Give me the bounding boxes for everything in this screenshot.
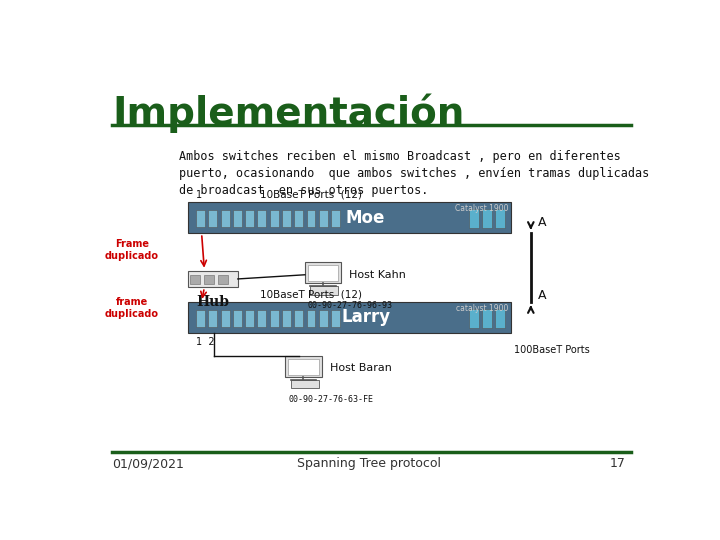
Text: Catalyst 1900: Catalyst 1900: [455, 204, 508, 213]
Bar: [208, 310, 217, 327]
Text: Hub: Hub: [197, 295, 229, 309]
Bar: [282, 310, 291, 327]
Bar: [190, 275, 200, 284]
Text: Spanning Tree protocol: Spanning Tree protocol: [297, 457, 441, 470]
Bar: [469, 309, 480, 328]
Bar: [469, 210, 480, 228]
Bar: [285, 356, 322, 377]
Text: 10BaseT Ports  (12): 10BaseT Ports (12): [260, 190, 362, 200]
Bar: [307, 310, 315, 327]
Bar: [196, 210, 205, 227]
Bar: [288, 359, 319, 375]
Text: Larry: Larry: [341, 308, 390, 326]
Text: Implementación: Implementación: [112, 94, 464, 133]
Text: A: A: [538, 289, 546, 302]
Bar: [245, 210, 254, 227]
Bar: [331, 310, 340, 327]
Text: 1: 1: [196, 190, 202, 200]
Bar: [319, 210, 328, 227]
Bar: [291, 380, 319, 388]
Bar: [270, 310, 279, 327]
Bar: [294, 310, 303, 327]
Text: A: A: [538, 217, 546, 230]
Text: 10BaseT Ports  (12): 10BaseT Ports (12): [260, 290, 362, 300]
Text: 1  2: 1 2: [196, 337, 215, 347]
Bar: [307, 210, 315, 227]
Bar: [218, 275, 228, 284]
Text: frame
duplicado: frame duplicado: [105, 297, 159, 319]
Bar: [495, 309, 505, 328]
Bar: [310, 286, 338, 295]
Bar: [482, 309, 492, 328]
Bar: [220, 310, 230, 327]
Bar: [188, 202, 511, 233]
Bar: [270, 210, 279, 227]
Bar: [188, 302, 511, 333]
Bar: [208, 210, 217, 227]
Text: Host Baran: Host Baran: [330, 363, 392, 373]
Text: 00-90-27-76-96-93: 00-90-27-76-96-93: [307, 301, 392, 309]
Bar: [233, 210, 242, 227]
Bar: [258, 210, 266, 227]
Text: 17: 17: [610, 457, 626, 470]
Bar: [196, 310, 205, 327]
Bar: [220, 210, 230, 227]
Bar: [319, 310, 328, 327]
Bar: [282, 210, 291, 227]
Bar: [245, 310, 254, 327]
Text: 100BaseT Ports: 100BaseT Ports: [514, 346, 590, 355]
Text: Host Kahn: Host Kahn: [349, 270, 406, 280]
Text: 00-90-27-76-63-FE: 00-90-27-76-63-FE: [288, 395, 373, 404]
Bar: [294, 210, 303, 227]
Bar: [495, 210, 505, 228]
Bar: [331, 210, 340, 227]
Bar: [233, 310, 242, 327]
Text: catalyst 1900: catalyst 1900: [456, 304, 508, 313]
Bar: [188, 271, 238, 287]
Text: 01/09/2021: 01/09/2021: [112, 457, 184, 470]
Text: Ambos switches reciben el mismo Broadcast , pero en diferentes
puerto, ocasionan: Ambos switches reciben el mismo Broadcas…: [179, 150, 649, 197]
Bar: [305, 262, 341, 283]
Bar: [307, 265, 338, 281]
Text: Moe: Moe: [346, 208, 385, 227]
Bar: [482, 210, 492, 228]
Bar: [258, 310, 266, 327]
Bar: [204, 275, 215, 284]
Text: Frame
duplicado: Frame duplicado: [105, 239, 159, 261]
